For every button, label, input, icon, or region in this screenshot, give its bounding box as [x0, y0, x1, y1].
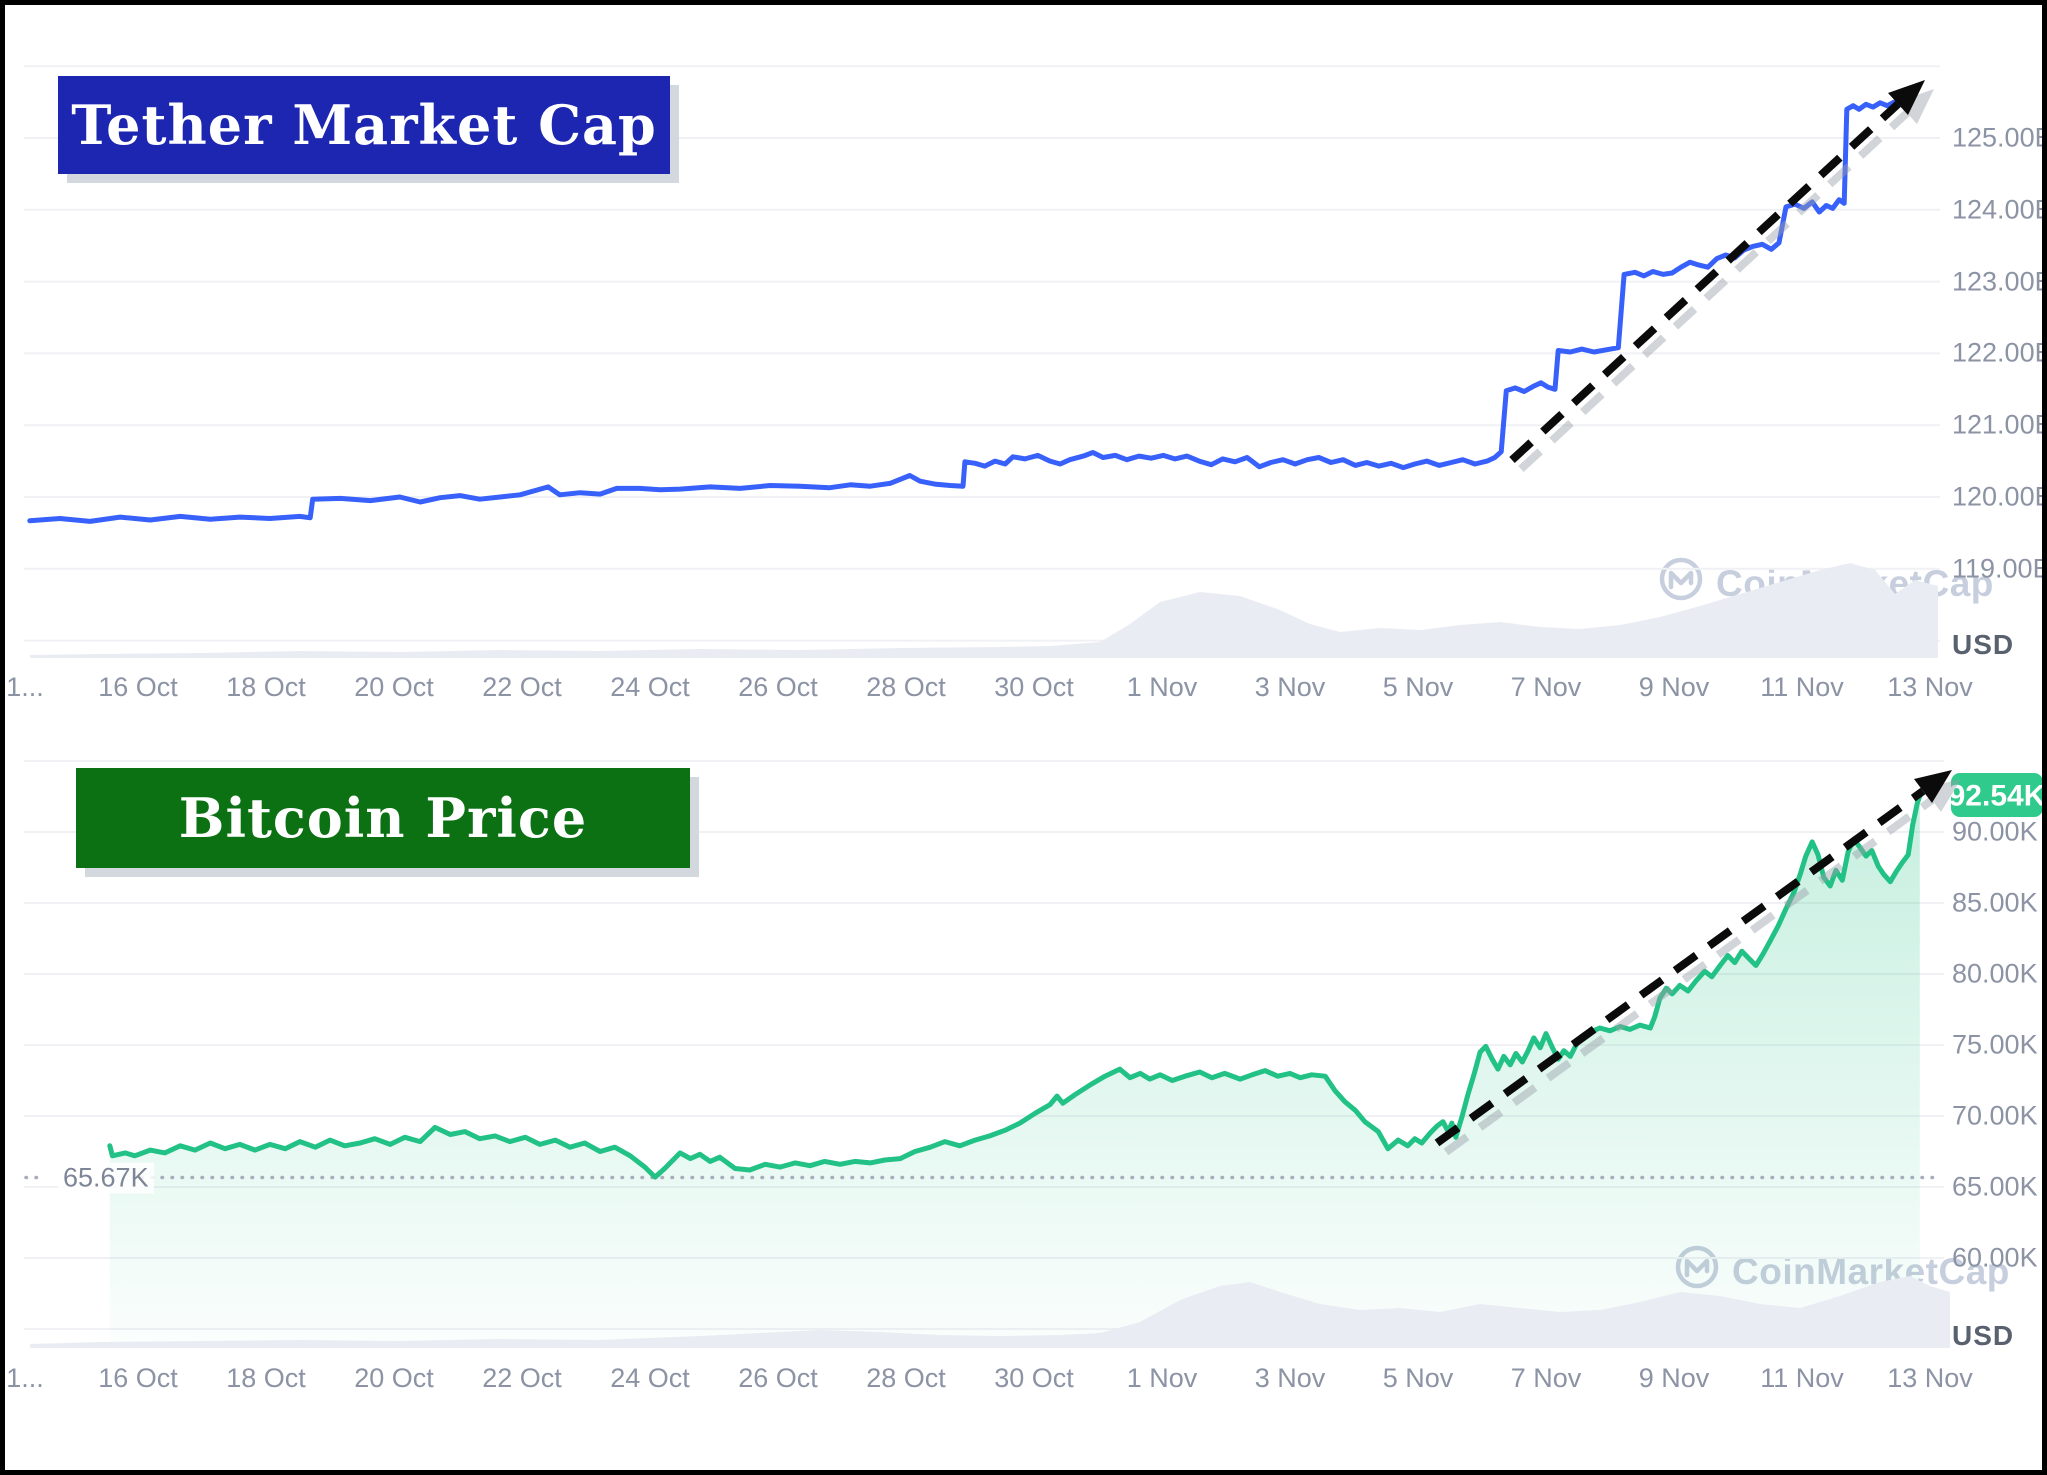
- trend-arrowhead-icon: [1914, 770, 1952, 803]
- trend-arrows-layer: [1434, 80, 1961, 1156]
- coinmarketcap-logo-icon: [1658, 556, 1704, 611]
- trend-arrowhead-shadow: [1897, 89, 1934, 124]
- trend-arrow-shadow: [1443, 796, 1935, 1156]
- volume-silhouette-layer: [30, 563, 1950, 1348]
- bitcoin-chart-title: Bitcoin Price: [76, 768, 690, 868]
- tether-chart-title: Tether Market Cap: [58, 76, 670, 174]
- trend-arrowhead-icon: [1888, 80, 1925, 115]
- price-badge-label: 92.54K: [1949, 780, 2046, 813]
- trend-arrow-shadow: [1518, 110, 1910, 472]
- area-fill-layer: [109, 795, 1920, 1348]
- volume-silhouette: [30, 563, 1938, 658]
- volume-silhouette: [30, 1276, 1950, 1348]
- bitcoin-price-line: [107, 793, 1923, 1180]
- trend-arrow: [1509, 101, 1901, 463]
- bitcoin-area-fill: [109, 795, 1920, 1348]
- price-badge: 92.54K: [1949, 773, 2046, 817]
- trend-arrow: [1434, 787, 1926, 1147]
- price-badge-background: [1951, 773, 2043, 817]
